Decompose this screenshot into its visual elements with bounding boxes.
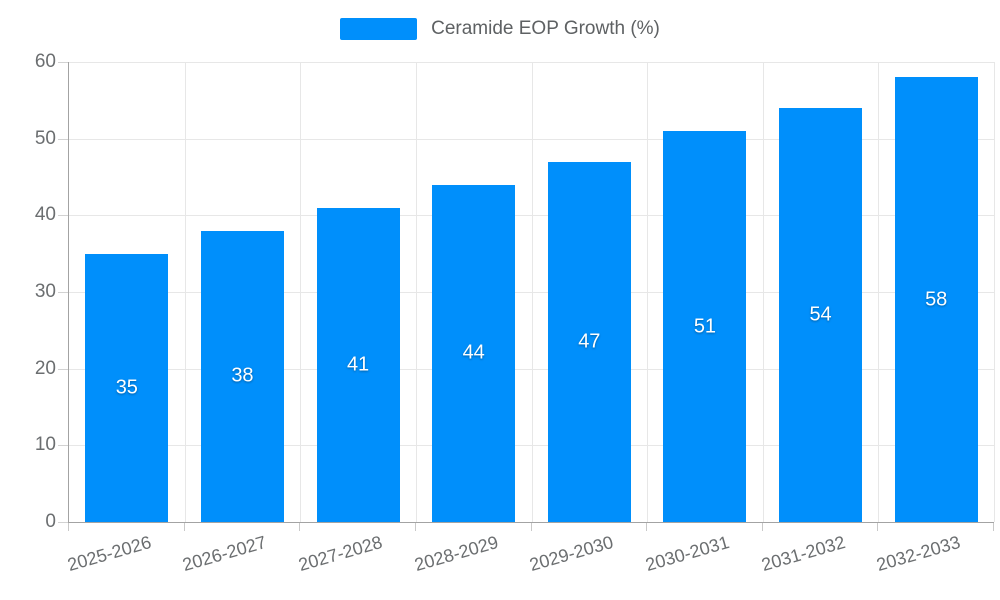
bar[interactable] (548, 162, 631, 522)
gridline-vertical (994, 62, 995, 522)
legend-swatch (340, 18, 418, 40)
x-axis-tick-mark (993, 523, 994, 531)
legend[interactable]: Ceramide EOP Growth (%) (0, 18, 1000, 40)
bar[interactable] (895, 77, 978, 522)
x-axis-tick-mark (184, 523, 185, 531)
bar-value-label: 35 (115, 376, 138, 399)
gridline-vertical (416, 62, 417, 522)
y-axis-tick-mark (58, 368, 68, 370)
y-axis-tick-label: 0 (45, 511, 56, 532)
plot-area: 35 38 41 44 47 51 54 58 (68, 62, 995, 523)
y-axis-tick-label: 30 (34, 281, 56, 302)
gridline-horizontal (69, 445, 994, 447)
gridline-vertical (300, 62, 301, 522)
y-axis-tick-label: 60 (34, 51, 56, 72)
bar[interactable] (85, 254, 168, 522)
x-axis-tick-mark (762, 523, 763, 531)
bar[interactable] (201, 231, 284, 522)
x-axis-tick-mark (877, 523, 878, 531)
gridline-vertical (532, 62, 533, 522)
gridline-vertical (647, 62, 648, 522)
y-axis-tick-mark (58, 215, 68, 217)
gridline-horizontal (69, 138, 994, 140)
gridline-vertical (878, 62, 879, 522)
y-axis-tick-mark (58, 522, 68, 523)
bar-value-label: 54 (809, 303, 832, 326)
gridline-horizontal (69, 292, 994, 293)
x-axis-tick-mark (531, 523, 532, 531)
y-axis-tick-mark (58, 445, 68, 447)
bar-value-label: 38 (231, 364, 254, 387)
y-axis-tick-mark (58, 138, 68, 140)
bar[interactable] (779, 108, 862, 522)
x-axis-tick-mark (646, 523, 647, 531)
legend-label: Ceramide EOP Growth (%) (431, 18, 660, 39)
x-axis-tick-mark (68, 523, 69, 531)
y-axis-tick-mark (58, 62, 68, 63)
gridline-vertical (185, 62, 186, 522)
gridline-horizontal (69, 215, 994, 217)
bar-value-label: 44 (462, 341, 485, 364)
y-axis-tick-label: 10 (34, 434, 56, 456)
bar-value-label: 51 (693, 315, 717, 337)
x-axis-tick-mark (415, 523, 416, 531)
gridline-vertical (763, 62, 764, 522)
gridline-horizontal (69, 62, 994, 63)
bar[interactable] (663, 131, 746, 522)
bar-value-label: 58 (925, 288, 948, 311)
gridline-horizontal (69, 368, 994, 370)
bar-value-label: 41 (346, 353, 370, 376)
y-axis-tick-label: 40 (34, 204, 56, 226)
y-axis-tick-label: 50 (34, 127, 56, 149)
bar-value-label: 47 (578, 330, 601, 353)
x-axis-tick-mark (299, 523, 300, 531)
y-axis-tick-label: 20 (34, 357, 56, 379)
bar[interactable] (317, 208, 400, 522)
bar[interactable] (432, 185, 515, 522)
y-axis-tick-mark (58, 292, 68, 293)
